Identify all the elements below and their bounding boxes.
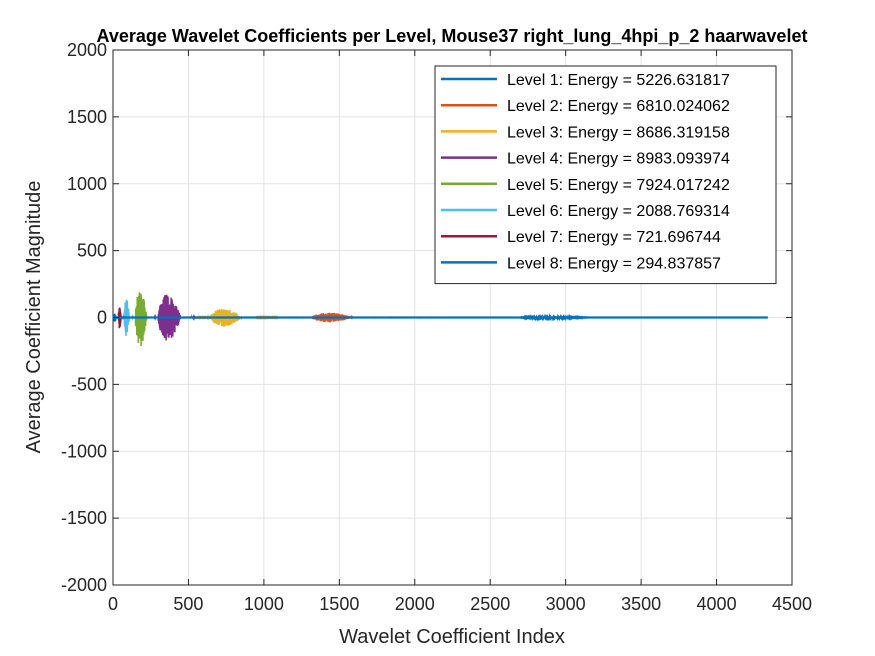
x-tick-label-6: 3000 bbox=[546, 594, 586, 614]
legend-label-level-7: Level 7: Energy = 721.696744 bbox=[507, 229, 721, 246]
y-tick-label-3: -500 bbox=[71, 374, 107, 394]
x-tick-label-5: 2500 bbox=[470, 594, 510, 614]
x-tick-label-9: 4500 bbox=[772, 594, 812, 614]
x-tick-label-1: 500 bbox=[173, 594, 203, 614]
y-axis-ticks: -2000 -1500 -1000 -500 0 500 1000 1500 2000 bbox=[61, 40, 792, 595]
x-axis-label: Wavelet Coefficient Index bbox=[339, 626, 565, 648]
x-tick-label-2: 1000 bbox=[244, 594, 284, 614]
y-tick-label-6: 1000 bbox=[67, 174, 107, 194]
legend-label-level-5: Level 5: Energy = 7924.017242 bbox=[507, 177, 730, 194]
plot-area bbox=[112, 292, 768, 347]
legend: Level 1: Energy = 5226.631817 Level 2: En… bbox=[434, 65, 777, 285]
legend-box bbox=[434, 65, 777, 285]
x-tick-label-4: 2000 bbox=[395, 594, 435, 614]
y-tick-label-0: -2000 bbox=[61, 575, 107, 595]
legend-label-level-2: Level 2: Energy = 6810.024062 bbox=[507, 98, 730, 115]
y-tick-label-8: 2000 bbox=[67, 40, 107, 60]
legend-label-level-6: Level 6: Energy = 2088.769314 bbox=[507, 203, 730, 220]
legend-label-level-4: Level 4: Energy = 8983.093974 bbox=[507, 151, 730, 168]
y-axis-label: Average Coefficient Magnitude bbox=[23, 181, 45, 454]
x-tick-label-7: 3500 bbox=[621, 594, 661, 614]
legend-label-level-3: Level 3: Energy = 8686.319158 bbox=[507, 124, 730, 141]
x-axis-ticks: 0 500 1000 1500 2000 2500 3000 3500 4000 4500 bbox=[108, 50, 812, 614]
legend-label-level-1: Level 1: Energy = 5226.631817 bbox=[507, 72, 730, 89]
x-tick-label-3: 1500 bbox=[319, 594, 359, 614]
y-tick-label-7: 1500 bbox=[67, 107, 107, 127]
x-tick-label-8: 4000 bbox=[697, 594, 737, 614]
y-tick-label-5: 500 bbox=[77, 241, 107, 261]
y-tick-label-2: -1000 bbox=[61, 441, 107, 461]
y-tick-label-4: 0 bbox=[97, 308, 107, 328]
y-tick-label-1: -1500 bbox=[61, 508, 107, 528]
chart-title: Average Wavelet Coefficients per Level, … bbox=[97, 26, 808, 46]
legend-label-level-8: Level 8: Energy = 294.837857 bbox=[507, 255, 721, 272]
x-tick-label-0: 0 bbox=[108, 594, 118, 614]
